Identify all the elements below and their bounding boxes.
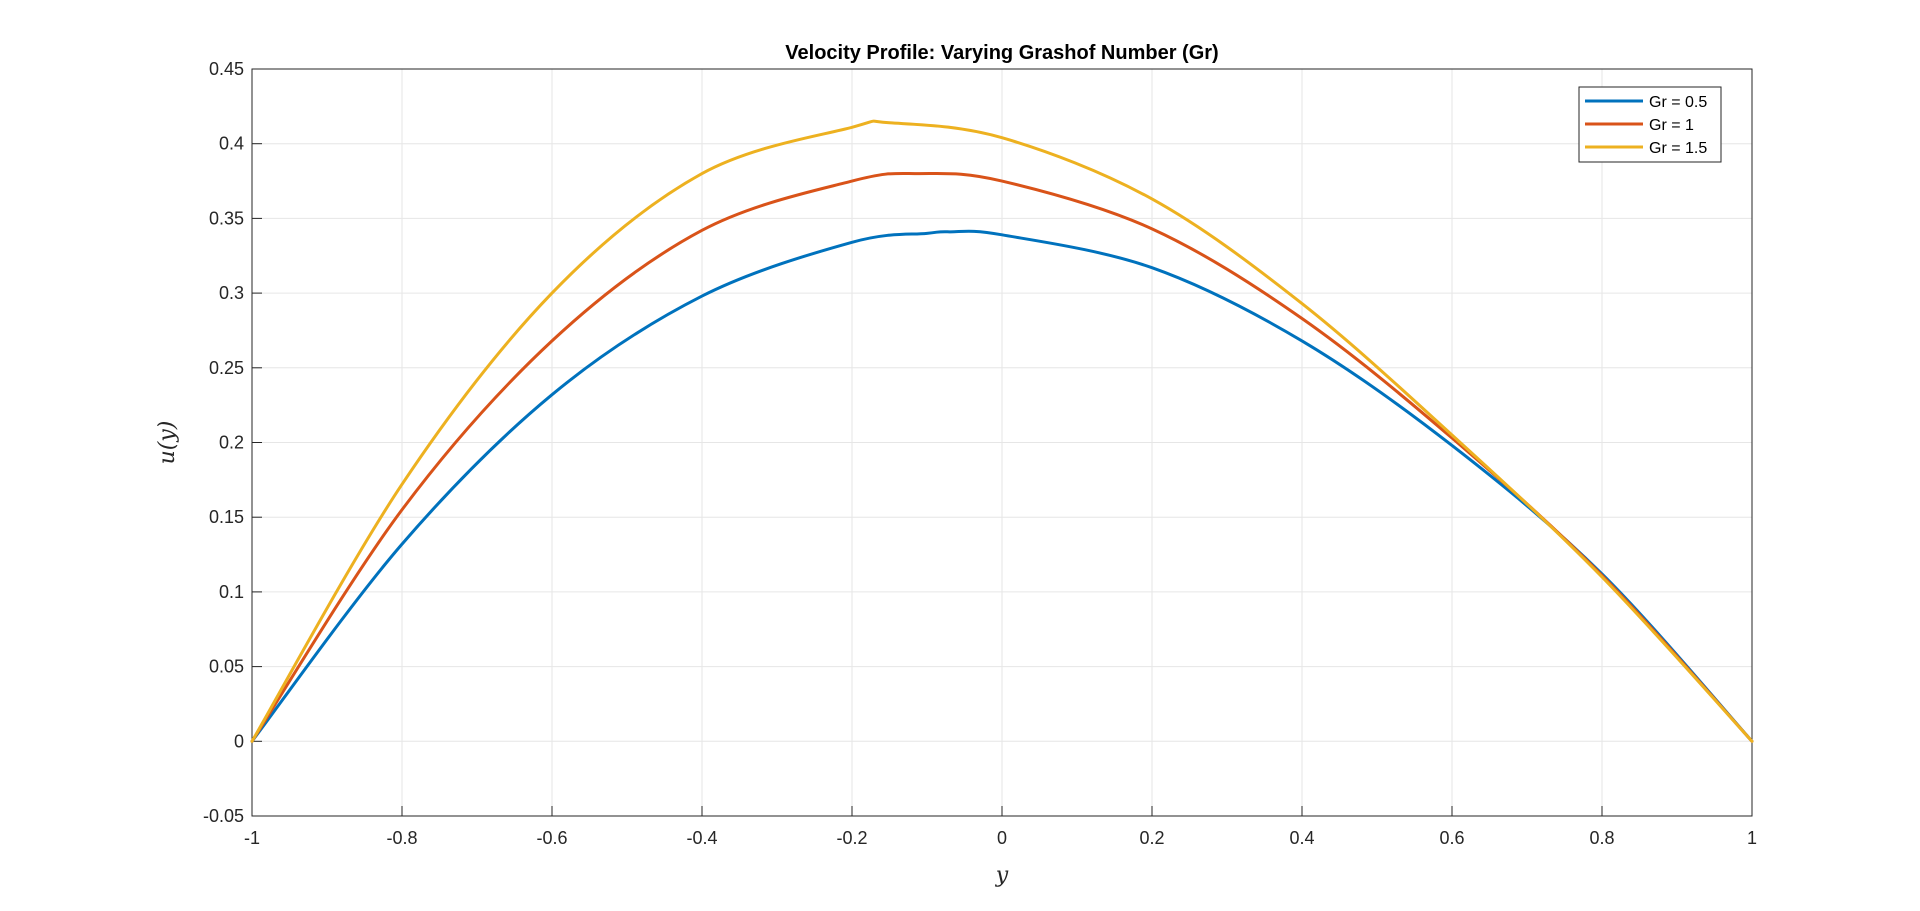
x-tick-label: -0.4 (686, 828, 717, 848)
x-tick-label: 0.2 (1139, 828, 1164, 848)
y-tick-label: 0.2 (219, 433, 244, 453)
legend-entry-label: Gr = 0.5 (1649, 94, 1707, 111)
y-tick-label: 0.25 (209, 358, 244, 378)
x-tick-label: 0.6 (1439, 828, 1464, 848)
x-tick-label: 0.8 (1589, 828, 1614, 848)
x-tick-label: 1 (1747, 828, 1757, 848)
x-tick-label: -0.6 (536, 828, 567, 848)
y-tick-label: 0.4 (219, 134, 244, 154)
data-series (250, 119, 1754, 743)
y-tick-label: -0.05 (203, 806, 244, 826)
x-tick-label: -1 (244, 828, 260, 848)
x-tick-label: -0.2 (836, 828, 867, 848)
series-line-3 (250, 119, 1754, 743)
y-tick-label: 0 (234, 731, 244, 751)
chart-title: Velocity Profile: Varying Grashof Number… (785, 42, 1218, 64)
x-axis-label: y (995, 863, 1009, 888)
x-tick-label: 0.4 (1289, 828, 1314, 848)
y-tick-label: 0.45 (209, 59, 244, 79)
y-tick-label: 0.05 (209, 657, 244, 677)
legend: Gr = 0.5 Gr = 1 Gr = 1.5 (1578, 86, 1722, 163)
axis-ticks: -1 -0.8 -0.6 -0.4 -0.2 0 0.2 0.4 0.6 0.8 1 -0.05 0 0.… (203, 59, 1757, 848)
y-axis-label: u(y) (155, 421, 180, 465)
legend-entry-label: Gr = 1 (1649, 117, 1694, 134)
y-tick-label: 0.3 (219, 283, 244, 303)
x-tick-label: 0 (997, 828, 1007, 848)
series-line-1 (250, 229, 1754, 743)
y-tick-label: 0.1 (219, 582, 244, 602)
y-tick-label: 0.15 (209, 507, 244, 527)
legend-entry-label: Gr = 1.5 (1649, 140, 1707, 157)
x-tick-label: -0.8 (386, 828, 417, 848)
y-tick-label: 0.35 (209, 208, 244, 228)
